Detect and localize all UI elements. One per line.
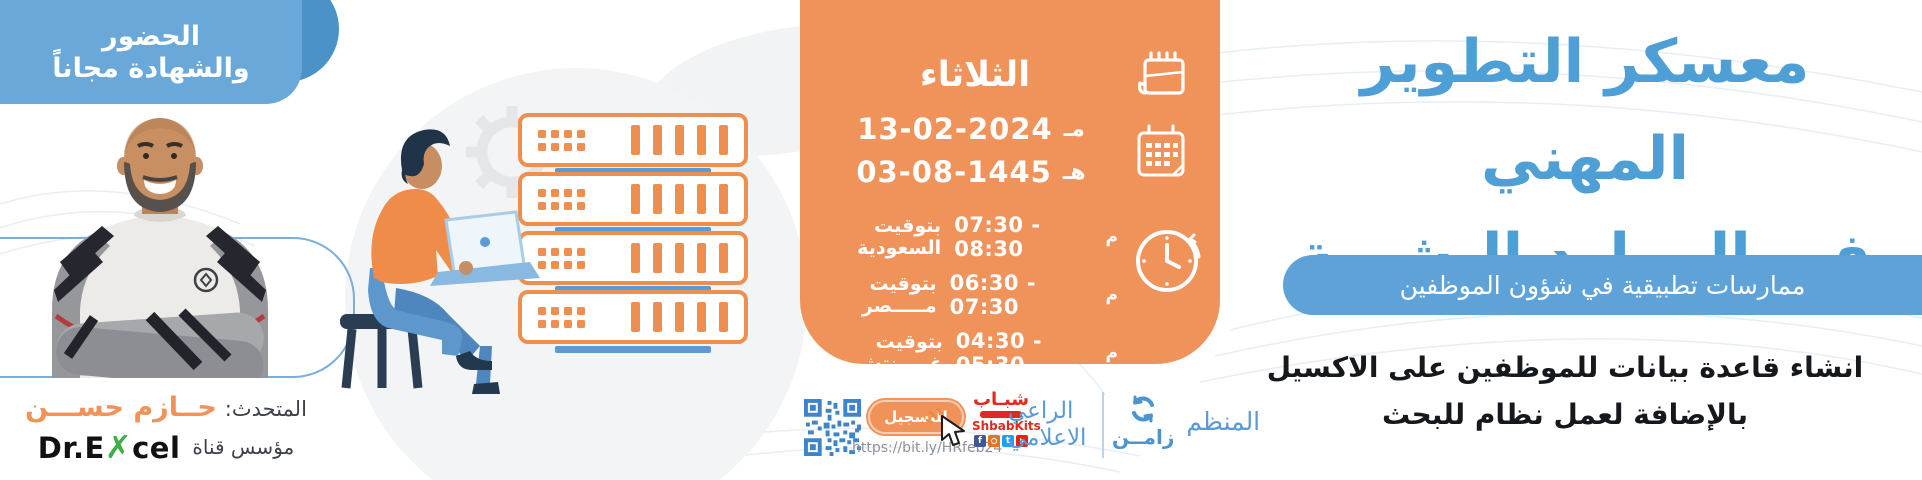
social-icons: f t — [972, 435, 1030, 447]
time-row-egypt: م 06:30 - 07:30 بتوقيت مـــــصر — [800, 271, 1118, 319]
hijri-date: هـ 03-08-1445 — [856, 155, 1085, 189]
time-row-gmt: م 04:30 - 05:30 بتوقيت غــرينتش — [800, 329, 1118, 377]
server-vents — [601, 302, 728, 332]
speaker-name: حــازم حســـن — [25, 392, 217, 423]
subtitle-text: ممارسات تطبيقية في شؤون الموظفين — [1399, 270, 1806, 300]
dates-block: مـ 13-02-2024 هـ 03-08-1445 — [800, 112, 1108, 189]
server-connector-bar — [555, 227, 711, 234]
speaker-caption: المتحدث: حــازم حســـن مؤسس قناة Dr.E✗ce… — [0, 392, 332, 466]
time-range: م 06:30 - 07:30 — [949, 271, 1118, 319]
server-icon — [518, 231, 748, 285]
gregorian-marker: مـ — [1063, 116, 1085, 142]
sponsor-label-line2: الاعلامي — [1008, 425, 1087, 451]
footer-divider — [1102, 392, 1104, 458]
dr-excel-post: cel — [132, 431, 181, 465]
speaker-role-line: مؤسس قناة Dr.E✗cel — [0, 428, 332, 466]
server-leds — [538, 129, 585, 151]
server-vents — [601, 125, 728, 155]
speaker-name-line: المتحدث: حــازم حســـن — [0, 392, 332, 423]
server-connector-bar — [555, 168, 711, 175]
flip-calendar-icon — [1137, 51, 1185, 95]
time-range: م 04:30 - 05:30 — [955, 329, 1118, 377]
time-row-saudi: م 07:30 - 08:30 بتوقيت السعودية — [800, 213, 1118, 261]
schedule-card: الثلاثاء مـ 13-02-2024 هـ — [800, 0, 1220, 377]
description-line2: بالإضافة لعمل نظام للبحث — [1381, 398, 1749, 431]
pm-marker: م — [1105, 285, 1118, 305]
instagram-icon — [988, 435, 1000, 447]
server-leds — [538, 247, 585, 269]
qr-code — [804, 399, 861, 456]
server-connector-bar — [555, 286, 711, 293]
facebook-icon: f — [974, 435, 986, 447]
speaker-photo — [0, 104, 332, 378]
dates-row: مـ 13-02-2024 هـ 03-08-1445 — [800, 112, 1220, 189]
time-range: م 07:30 - 08:30 — [954, 213, 1118, 261]
event-description: انشاء قاعدة بيانات للموظفين على الاكسيل … — [1245, 344, 1885, 438]
description-line1: انشاء قاعدة بيانات للموظفين على الاكسيل — [1266, 351, 1864, 384]
badge-line2: والشهادة مجاناً — [52, 52, 250, 84]
gregorian-value: 13-02-2024 — [857, 112, 1053, 146]
server-icon — [518, 113, 748, 167]
gregorian-date: مـ 13-02-2024 — [857, 112, 1085, 146]
dr-excel-pre: Dr.E — [37, 431, 105, 465]
hijri-value: 03-08-1445 — [856, 155, 1052, 189]
register-link[interactable]: https://bit.ly/HRfeb24 — [852, 440, 1003, 456]
shbabkits-ribbon — [980, 411, 1022, 418]
day-row: الثلاثاء — [800, 46, 1220, 104]
hijri-marker: هـ — [1062, 159, 1086, 185]
server-vents — [601, 184, 728, 214]
event-day: الثلاثاء — [919, 55, 1031, 95]
timezone-label: بتوقيت غــرينتش — [855, 331, 943, 375]
server-vents — [601, 243, 728, 273]
dr-excel-logo: Dr.E✗cel — [38, 428, 181, 466]
timezone-label: بتوقيت السعودية — [857, 215, 942, 259]
speaker-role: مؤسس قناة — [192, 435, 295, 459]
pm-marker: م — [1105, 227, 1118, 247]
free-attendance-badge: الحضور والشهادة مجاناً — [0, 0, 302, 104]
youtube-icon — [1016, 435, 1028, 447]
clock-icon — [1136, 230, 1201, 292]
title-line1: معسكر التطوير المهني — [1360, 27, 1810, 194]
person-at-laptop-illustration — [340, 129, 540, 394]
media-sponsor-label: الراعي الاعلامي — [1008, 398, 1094, 452]
speaker-portrait-illustration — [52, 118, 268, 378]
server-connector-bar — [555, 346, 711, 353]
cursor-click-icon — [926, 408, 965, 446]
subtitle-pill: ممارسات تطبيقية في شؤون الموظفين — [1283, 255, 1922, 315]
organizer-label: المنظم — [1186, 407, 1261, 436]
sync-arrows-icon — [1132, 395, 1155, 423]
twitter-icon: t — [1002, 435, 1014, 447]
speaker-label: المتحدث: — [224, 397, 307, 421]
organizer-block: المنظم زامــن — [1112, 394, 1260, 449]
shbabkits-wordmark: ShbabKits — [972, 419, 1041, 433]
sponsor-label-line1: الراعي — [1008, 398, 1074, 424]
server-icon — [518, 172, 748, 226]
timezone-label: بتوقيت مـــــصر — [861, 273, 937, 317]
zamn-logo: زامــن — [1112, 394, 1174, 449]
times-block: م 07:30 - 08:30 بتوقيت السعودية م 06:30 - … — [800, 213, 1220, 377]
badge-line1: الحضور — [102, 20, 200, 52]
server-icon — [518, 290, 748, 344]
server-leds — [538, 188, 585, 210]
excel-x-icon: ✗ — [104, 428, 133, 466]
grid-calendar-icon — [1137, 124, 1185, 176]
shbabkits-arabic-mark: شبـاب — [972, 389, 1030, 410]
pm-marker: م — [1105, 343, 1118, 363]
shbabkits-logo: شبـاب ShbabKits f t — [972, 389, 1041, 447]
server-leds — [538, 306, 585, 328]
server-stack-illustration — [518, 113, 748, 353]
organizer-name: زامــن — [1112, 425, 1175, 449]
